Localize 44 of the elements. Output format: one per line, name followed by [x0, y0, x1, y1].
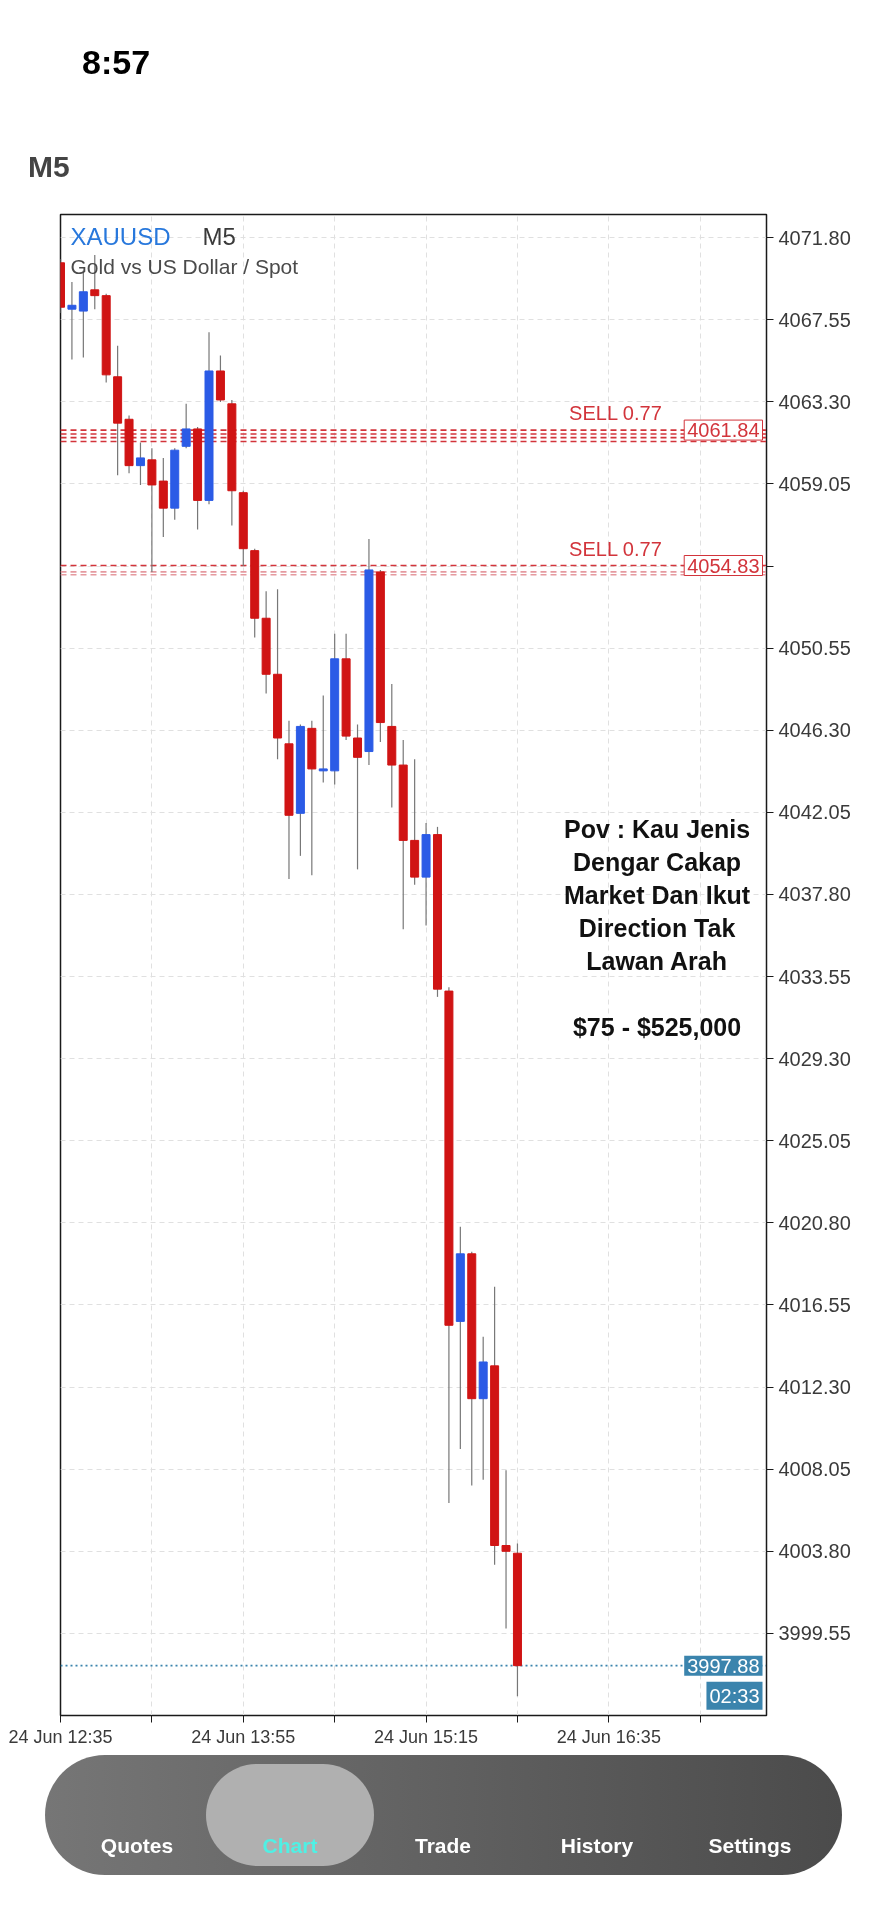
x-tick-label: 24 Jun 15:15: [374, 1726, 479, 1747]
y-tick-label: 4029.30: [778, 1047, 851, 1070]
candlestick: [353, 723, 363, 870]
y-tick-label: 4037.80: [778, 883, 851, 906]
annotation: Pov : Kau Jenis Dengar Cakap Market Dan Ikut Direction Tak Lawan Arah: [563, 814, 751, 975]
candlestick: [67, 281, 77, 360]
y-tick-label: 4020.80: [778, 1211, 851, 1234]
candlestick: [501, 1469, 511, 1630]
text: 8:57: [82, 42, 151, 83]
y-tick-label: 4025.05: [778, 1129, 851, 1152]
text: Chart: [261, 1833, 319, 1859]
ref-line-label: 3997.88: [687, 1654, 760, 1677]
y-tick-label: 4033.55: [778, 965, 851, 988]
y-tick-label: 4046.30: [778, 719, 851, 742]
text: M5: [28, 149, 70, 185]
y-tick-label: 4016.55: [778, 1293, 851, 1316]
y-tick-label: 4008.05: [778, 1458, 851, 1481]
candlestick: [181, 403, 191, 449]
y-tick-label: 4071.80: [778, 226, 851, 249]
annotation: $75 - $525,000: [572, 1012, 742, 1041]
text: Quotes: [99, 1833, 175, 1859]
y-tick-label: 4063.30: [778, 390, 851, 413]
text: Trade: [414, 1833, 472, 1859]
annotation: SELL 0.77: [569, 402, 662, 425]
ref-line-label: 4054.83: [687, 554, 760, 577]
y-tick-label: 4003.80: [778, 1540, 851, 1563]
chart-title: XAUUSD: [70, 222, 171, 250]
x-tick-label: 24 Jun 13:55: [191, 1726, 296, 1747]
y-tick-label: 4059.05: [778, 472, 851, 495]
text: Settings: [707, 1833, 793, 1859]
text: History: [559, 1833, 635, 1859]
annotation: M5: [202, 222, 236, 250]
x-tick-label: 24 Jun 16:35: [556, 1726, 661, 1747]
y-tick-label: 3999.55: [778, 1622, 851, 1645]
y-tick-label: 4050.55: [778, 637, 851, 660]
y-tick-label: 4012.30: [778, 1376, 851, 1399]
x-tick-label: 24 Jun 12:35: [8, 1726, 113, 1747]
y-tick-label: 4042.05: [778, 801, 851, 824]
annotation: 02:33: [709, 1684, 760, 1707]
candlestick: [318, 694, 328, 784]
y-tick-label: 4067.55: [778, 308, 851, 331]
annotation: SELL 0.77: [569, 537, 662, 560]
candlestick: [135, 441, 145, 486]
ref-line-label: 4061.84: [687, 419, 760, 442]
